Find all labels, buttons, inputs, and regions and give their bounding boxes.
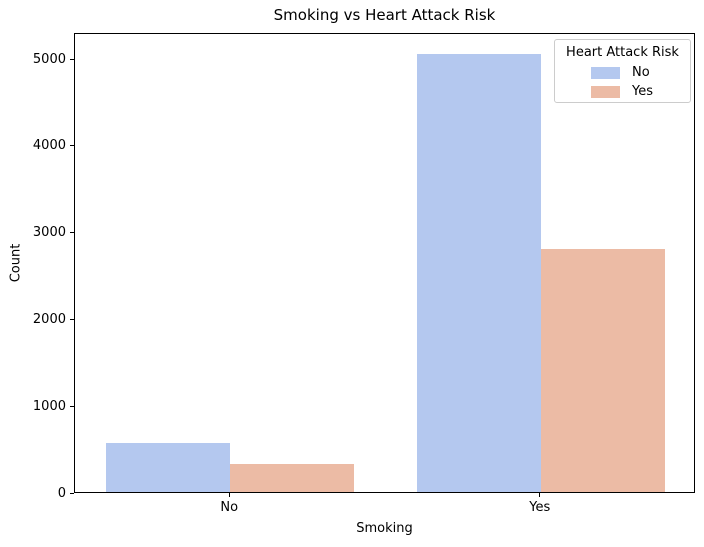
y-tick-mark: [70, 405, 74, 407]
y-axis-label: Count: [8, 243, 24, 283]
y-tick-mark: [70, 58, 74, 60]
y-tick-label: 0: [57, 485, 66, 501]
x-tick-mark: [228, 493, 230, 497]
y-tick-label: 3000: [32, 225, 66, 241]
bar-yes-yes: [540, 248, 665, 492]
y-tick-label: 1000: [32, 398, 66, 414]
legend-label-no: No: [632, 65, 650, 80]
y-tick-label: 5000: [32, 51, 66, 67]
y-tick-mark: [70, 318, 74, 320]
bar-no-yes: [230, 463, 355, 492]
y-tick-label: 2000: [32, 311, 66, 327]
bar-no-no: [106, 442, 231, 492]
legend-row-yes: Yes: [591, 84, 690, 99]
x-tick-label: No: [220, 500, 239, 515]
legend-swatch-yes: [591, 85, 620, 98]
plot-area: [74, 33, 695, 493]
x-axis-label: Smoking: [356, 521, 413, 536]
chart-title: Smoking vs Heart Attack Risk: [273, 6, 496, 24]
legend-title: Heart Attack Risk: [566, 45, 679, 60]
bar-yes-no: [416, 53, 541, 492]
legend-row-no: No: [591, 65, 690, 80]
legend: Heart Attack Risk No Yes: [554, 39, 691, 103]
x-tick-label: Yes: [529, 500, 551, 515]
y-tick-mark: [70, 232, 74, 234]
y-tick-label: 4000: [32, 138, 66, 154]
legend-swatch-no: [591, 66, 620, 79]
y-tick-mark: [70, 492, 74, 494]
legend-label-yes: Yes: [632, 84, 653, 99]
y-tick-mark: [70, 145, 74, 147]
x-tick-mark: [539, 493, 541, 497]
